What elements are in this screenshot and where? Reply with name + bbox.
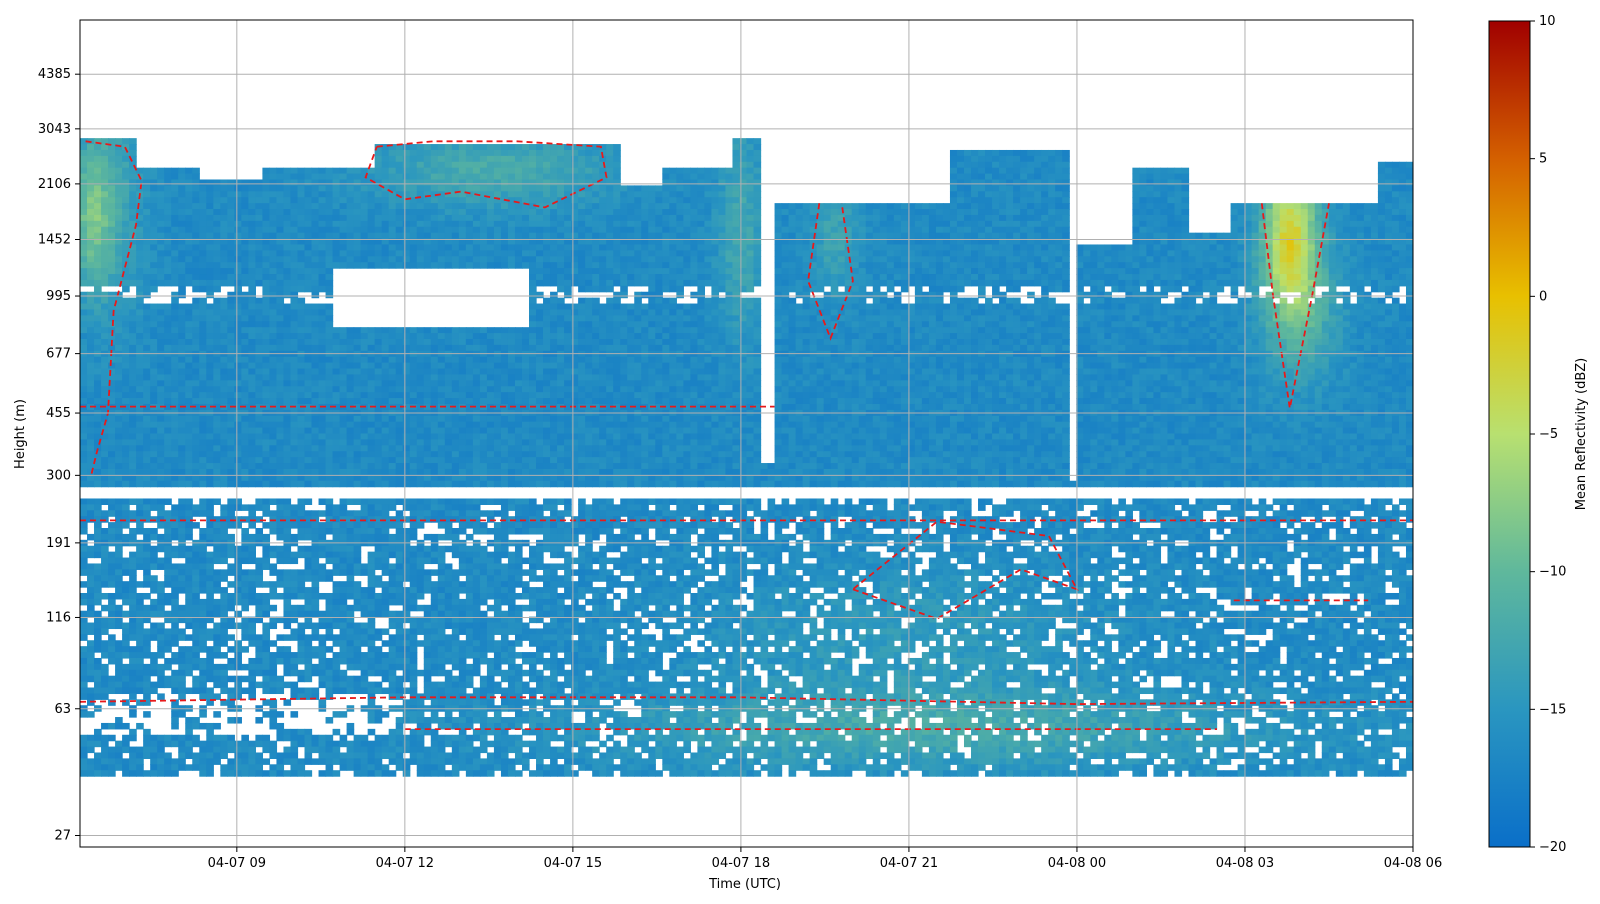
y-tick-label: 995 (46, 289, 71, 304)
y-tick-label: 455 (46, 406, 71, 421)
x-tick-label: 04-08 06 (1384, 856, 1442, 871)
colorbar-tick-label: 0 (1539, 289, 1547, 304)
y-tick-label: 677 (46, 347, 71, 362)
y-tick-label: 116 (46, 610, 71, 625)
x-tick-label: 04-07 21 (880, 856, 938, 871)
x-tick-label: 04-07 12 (376, 856, 434, 871)
y-tick-label: 2106 (38, 177, 71, 192)
colorbar-tick-label: 5 (1539, 152, 1547, 167)
heatmap-cells (80, 138, 1414, 777)
colorbar-tick-label: 10 (1539, 14, 1556, 29)
y-tick-label: 27 (54, 828, 71, 843)
colorbar-tick-label: −20 (1539, 840, 1566, 855)
y-tick-label: 63 (54, 702, 71, 717)
x-tick-label: 04-07 15 (544, 856, 602, 871)
y-axis: 27 63 116 191 300 455 677 995 1452 2106 3043 4385 (38, 67, 80, 843)
x-axis: 04-07 09 04-07 12 04-07 15 04-07 18 04-07 21… (208, 847, 1443, 871)
colorbar-tick-label: −5 (1539, 427, 1558, 442)
x-axis-label: Time (UTC) (708, 877, 781, 892)
colorbar (1489, 21, 1530, 847)
y-axis-label: Height (m) (13, 399, 28, 469)
x-tick-label: 04-08 03 (1216, 856, 1274, 871)
y-tick-label: 191 (46, 536, 71, 551)
colorbar-label: Mean Reflectivity (dBZ) (1574, 358, 1589, 511)
y-tick-label: 1452 (38, 233, 71, 248)
colorbar-tick-label: −10 (1539, 565, 1566, 580)
colorbar-ticks: 10 5 0 −5 −10 −15 −20 (1530, 14, 1566, 855)
x-tick-label: 04-07 09 (208, 856, 266, 871)
y-tick-label: 4385 (38, 67, 71, 82)
colorbar-tick-label: −15 (1539, 702, 1566, 717)
y-tick-label: 3043 (38, 122, 71, 137)
x-tick-label: 04-08 00 (1048, 856, 1106, 871)
x-tick-label: 04-07 18 (712, 856, 770, 871)
y-tick-label: 300 (46, 468, 71, 483)
